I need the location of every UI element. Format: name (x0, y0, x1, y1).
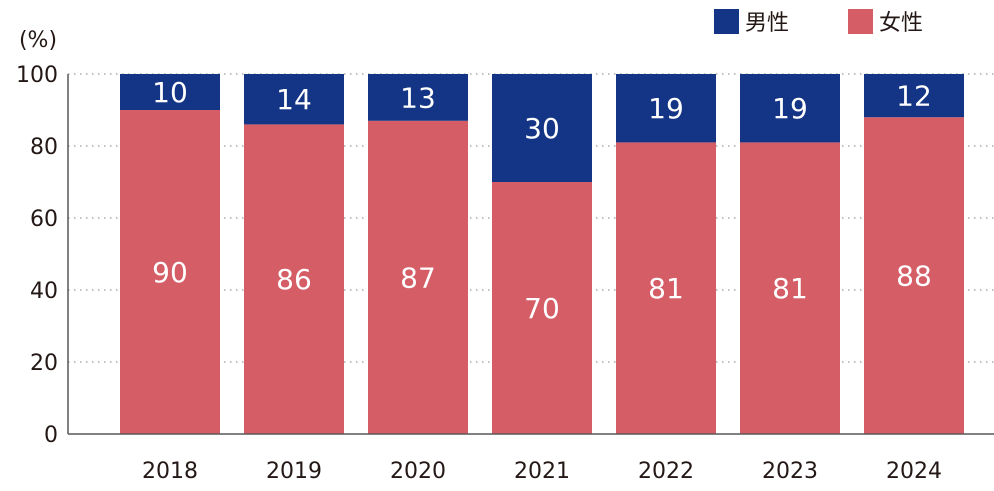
y-tick-label: 60 (30, 207, 58, 232)
bar-segment (864, 117, 964, 434)
x-category-label: 2018 (142, 459, 198, 484)
bar-value-label: 81 (772, 272, 808, 305)
labels: 0 20 40 60 80 100 (%) 90 10 2018 86 14 2019 87 13 2020 7… (16, 28, 942, 484)
bar-segment (120, 74, 220, 110)
bar-value-label: 19 (772, 92, 808, 125)
y-tick-label: 80 (30, 135, 58, 160)
legend-label: 女性 (879, 11, 923, 36)
bar-segment (368, 74, 468, 121)
bar-value-label: 13 (400, 81, 436, 114)
bar-segment (244, 124, 344, 435)
bar-value-label: 90 (152, 256, 188, 289)
bar-segment (120, 110, 220, 434)
legend-swatch (714, 9, 739, 34)
y-tick-label: 100 (16, 63, 58, 88)
bar-segment (244, 74, 344, 125)
bar-value-label: 86 (276, 263, 312, 296)
bars (120, 74, 964, 435)
bar-value-label: 70 (524, 292, 560, 325)
bar-segment (368, 120, 468, 435)
bar-value-label: 81 (648, 272, 684, 305)
y-tick-label: 40 (30, 279, 58, 304)
legend-label: 男性 (745, 11, 789, 36)
bar-segment (616, 142, 716, 434)
bar-segment (492, 74, 592, 182)
bar-value-label: 88 (896, 260, 932, 293)
x-category-label: 2022 (638, 459, 694, 484)
bar-value-label: 87 (400, 261, 436, 294)
bar-segment (740, 74, 840, 143)
x-category-label: 2024 (886, 459, 942, 484)
bar-segment (616, 74, 716, 143)
bar-value-label: 19 (648, 92, 684, 125)
bar-segment (492, 182, 592, 434)
bar-value-label: 12 (896, 80, 932, 113)
axes (67, 74, 994, 435)
bar-value-label: 14 (276, 83, 312, 116)
x-category-label: 2023 (762, 459, 818, 484)
bar-segment (740, 142, 840, 434)
bar-segment (864, 74, 964, 118)
x-category-label: 2019 (266, 459, 322, 484)
x-category-label: 2020 (390, 459, 446, 484)
bar-value-label: 10 (152, 76, 188, 109)
y-unit-label: (%) (19, 28, 57, 53)
y-tick-label: 0 (44, 423, 58, 448)
x-category-label: 2021 (514, 459, 570, 484)
legend-swatch (848, 9, 873, 34)
y-tick-label: 20 (30, 351, 58, 376)
legend: 男性 女性 (714, 9, 923, 36)
bar-value-label: 30 (524, 112, 560, 145)
